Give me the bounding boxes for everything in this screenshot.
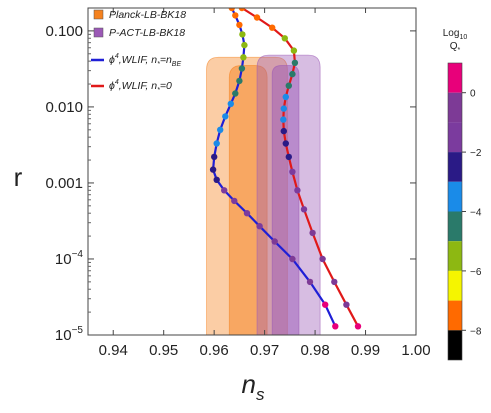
y-axis-ticks: 0.100 0.010 0.001 10−4 10−5	[45, 23, 416, 344]
series-1-point	[290, 47, 298, 54]
series-0-point	[241, 41, 248, 49]
colorbar-title-line2: Q*	[450, 41, 461, 54]
series-1-point	[238, 8, 246, 12]
colorbar-segment	[448, 241, 462, 271]
colorbar-segment	[448, 300, 462, 331]
y-axis-label: r	[14, 162, 23, 192]
legend-label: P-ACT-LB-BK18	[109, 27, 185, 39]
legend: Planck-LB-BK18 P-ACT-LB-BK18 ϕ4,WLIF, n*=n…	[91, 9, 186, 94]
series-1-point	[300, 206, 308, 213]
y-tick-label: 0.100	[45, 23, 83, 40]
x-tick-label: 0.97	[250, 342, 279, 359]
x-tick-label: 0.98	[300, 342, 329, 359]
series-1-point	[282, 93, 289, 101]
colorbar-segment	[448, 152, 462, 182]
series-1-point	[269, 24, 276, 31]
series-1-point	[319, 255, 326, 263]
colorbar-segment	[448, 122, 462, 153]
y-tick-label: 10−5	[55, 325, 84, 344]
y-tick-label: 0.010	[45, 99, 83, 116]
y-tick-label: 10−4	[55, 249, 84, 268]
colorbar-segment	[448, 92, 462, 123]
series-0-point	[240, 54, 247, 61]
colorbar-segment	[448, 270, 462, 301]
confidence-regions	[206, 54, 321, 335]
series-0-point	[228, 8, 235, 12]
x-axis-label: ns	[242, 369, 265, 404]
model-points	[209, 8, 362, 330]
series-0-point	[222, 113, 229, 120]
x-tick-label: 0.96	[200, 342, 229, 359]
series-0-point	[271, 238, 278, 245]
x-axis-label-subscript: s	[256, 385, 265, 404]
x-tick-label: 0.95	[149, 342, 178, 359]
series-0-point	[322, 301, 329, 308]
colorbar-segment	[448, 211, 462, 242]
series-0-point	[232, 12, 239, 19]
series-1-point	[282, 140, 289, 147]
series-1-point	[354, 323, 362, 330]
series-1-line	[241, 8, 359, 327]
colorbar-tick-label: −8	[470, 326, 482, 337]
series-0-point	[239, 31, 246, 38]
series-1-point	[285, 153, 292, 161]
series-0-point	[332, 323, 339, 330]
series-1-point	[289, 70, 296, 78]
series-1-point	[280, 127, 287, 135]
x-tick-label: 0.94	[99, 342, 128, 359]
y-tick-label: 0.001	[45, 175, 83, 192]
legend-label: ϕ4,WLIF, n*=nBE	[109, 53, 181, 68]
series-1-point	[291, 59, 299, 66]
series-1-point	[253, 14, 261, 21]
colorbar-segment	[448, 181, 462, 212]
colorbar-tick-label: −4	[470, 208, 482, 219]
colorbar-segment	[448, 330, 462, 360]
series-1-point	[285, 82, 292, 89]
series-0-point	[236, 21, 243, 29]
legend-label: ϕ4,WLIF, n*=0	[109, 79, 172, 94]
series-1-point	[280, 105, 287, 112]
series-0-point	[211, 153, 218, 161]
series-0-point	[289, 255, 296, 263]
series-0-point	[217, 126, 224, 133]
series-0-point	[221, 187, 228, 194]
region-1-level-1	[271, 65, 300, 335]
x-axis-ticks: 0.94 0.95 0.96 0.97 0.98 0.99 1.00	[99, 8, 431, 359]
colorbar-tick-label: 0	[470, 89, 476, 100]
series-0-point	[236, 77, 243, 85]
series-1-point	[331, 278, 338, 286]
series-0-point	[232, 90, 239, 97]
series-1-point	[294, 187, 301, 194]
colorbar-title: Log10	[443, 28, 468, 41]
series-1-point	[343, 301, 350, 308]
x-tick-label: 0.99	[351, 342, 380, 359]
series-0-point	[238, 65, 246, 72]
legend-swatch	[93, 27, 104, 38]
series-0-point	[209, 166, 217, 173]
series-1-point	[281, 35, 288, 42]
x-tick-label: 1.00	[401, 342, 430, 359]
series-0-point	[256, 223, 263, 230]
series-1-point	[309, 229, 316, 237]
series-0-point	[227, 100, 234, 108]
plot-frame	[87, 7, 417, 336]
region-0-level-1	[228, 65, 268, 335]
legend-swatch	[93, 9, 104, 20]
series-1-point	[289, 168, 296, 175]
series-1-point	[280, 116, 287, 123]
series-0-point	[213, 140, 220, 147]
legend-label: Planck-LB-BK18	[109, 9, 186, 21]
series-0-point	[231, 197, 238, 205]
series-0-point	[306, 278, 314, 286]
series-0-point	[213, 176, 220, 183]
colorbar-tick-label: −2	[470, 148, 482, 159]
colorbar-tick-label: −6	[470, 267, 482, 278]
series-0-point	[243, 210, 251, 217]
colorbar-segment	[448, 63, 462, 93]
